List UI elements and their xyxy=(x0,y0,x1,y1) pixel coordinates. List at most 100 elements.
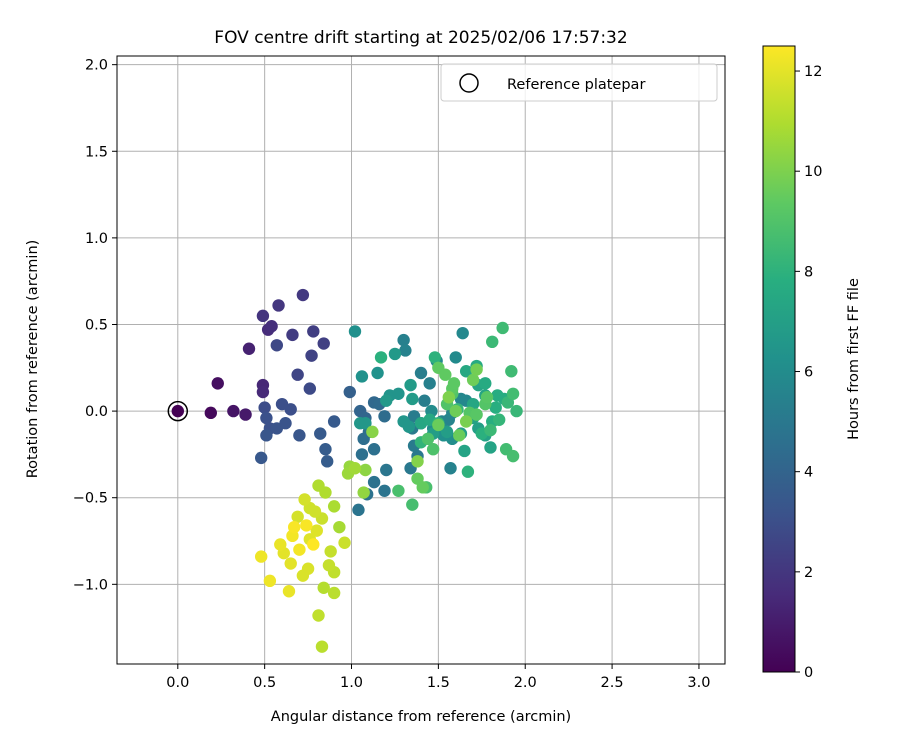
y-axis-label: Rotation from reference (arcmin) xyxy=(25,240,41,479)
scatter-point xyxy=(260,429,273,442)
y-tick-label: −0.5 xyxy=(73,491,108,507)
scatter-point xyxy=(489,401,502,414)
scatter-point xyxy=(227,404,240,418)
scatter-point xyxy=(254,451,268,465)
scatter-point xyxy=(374,351,388,364)
colorbar-tick-label: 6 xyxy=(804,365,813,381)
colorbar-tick-label: 4 xyxy=(804,465,813,481)
scatter-point xyxy=(380,463,393,477)
scatter-point xyxy=(303,382,317,395)
colorbar-ticks: 0 2 4 6 8 10 12 xyxy=(795,64,822,681)
x-tick-label: 2.5 xyxy=(601,675,624,691)
scatter-point xyxy=(317,581,330,594)
scatter-point xyxy=(484,441,497,454)
scatter-point xyxy=(418,394,431,407)
scatter-point xyxy=(359,463,372,477)
scatter-point xyxy=(307,538,320,551)
scatter-point xyxy=(327,500,341,513)
scatter-point xyxy=(254,550,268,563)
scatter-point xyxy=(388,347,402,361)
colorbar-tick-label: 12 xyxy=(804,64,822,80)
scatter-point xyxy=(461,465,475,478)
scatter-point xyxy=(359,417,372,430)
grid-lines xyxy=(117,56,725,664)
scatter-point xyxy=(414,366,428,380)
scatter-point xyxy=(258,401,271,414)
scatter-point xyxy=(204,406,218,420)
scatter-point xyxy=(392,387,405,400)
legend-label-reference: Reference platepar xyxy=(507,77,645,93)
scatter-point xyxy=(447,377,461,390)
scatter-point xyxy=(312,479,325,492)
scatter-point xyxy=(459,415,473,428)
legend: Reference platepar xyxy=(440,63,718,102)
scatter-point xyxy=(432,418,445,432)
scatter-point xyxy=(470,408,483,421)
scatter-point xyxy=(343,385,356,399)
scatter-point xyxy=(291,510,304,523)
colorbar-tick-label: 2 xyxy=(804,565,813,581)
scatter-point xyxy=(211,377,224,390)
scatter-point xyxy=(293,543,306,556)
scatter-point xyxy=(416,481,429,494)
scatter-point xyxy=(397,333,410,347)
y-tick-label: 2.0 xyxy=(85,58,108,74)
scatter-point xyxy=(256,309,270,323)
scatter-point xyxy=(505,365,518,378)
scatter-point xyxy=(296,288,310,302)
y-tick-label: 0.0 xyxy=(85,404,108,420)
reference-platepar-marker xyxy=(167,400,189,422)
scatter-point xyxy=(440,425,454,439)
colorbar-tick-label: 10 xyxy=(804,164,822,180)
y-tick-label: 1.0 xyxy=(85,231,108,247)
scatter-point xyxy=(293,429,306,442)
scatter-point xyxy=(357,432,370,446)
scatter-point xyxy=(484,423,497,437)
scatter-point xyxy=(423,377,436,390)
scatter-point xyxy=(357,486,370,499)
scatter-point xyxy=(282,585,296,598)
scatter-point xyxy=(466,373,480,387)
scatter-point xyxy=(310,524,323,537)
scatter-point xyxy=(506,449,520,463)
scatter-point xyxy=(406,498,419,511)
scatter-point xyxy=(392,484,405,497)
scatter-point xyxy=(355,448,369,461)
colorbar-label: Hours from first FF file xyxy=(846,278,862,440)
scatter-point xyxy=(315,640,329,653)
scatter-point xyxy=(300,519,313,532)
scatter-point xyxy=(479,377,492,390)
scatter-point xyxy=(371,366,384,380)
scatter-point xyxy=(470,363,483,376)
scatter-points xyxy=(171,288,523,653)
scatter-point xyxy=(458,444,471,458)
scatter-point xyxy=(327,586,341,600)
scatter-point xyxy=(333,520,346,534)
scatter-point xyxy=(305,349,318,362)
scatter-point xyxy=(380,394,393,407)
chart-title: FOV centre drift starting at 2025/02/06 … xyxy=(214,28,627,48)
scatter-point xyxy=(404,378,417,392)
scatter-point xyxy=(486,335,499,349)
scatter-point xyxy=(456,326,469,340)
scatter-point xyxy=(453,429,466,442)
scatter-point xyxy=(338,536,351,549)
scatter-point xyxy=(426,443,440,456)
reference-marker xyxy=(167,400,189,422)
scatter-point xyxy=(287,520,301,534)
scatter-point xyxy=(291,368,304,381)
x-tick-label: 1.0 xyxy=(340,675,363,691)
scatter-point xyxy=(317,337,330,350)
scatter-point xyxy=(274,538,287,551)
scatter-point xyxy=(279,417,292,430)
x-tick-label: 2.0 xyxy=(514,675,537,691)
scatter-point xyxy=(492,413,506,426)
scatter-point xyxy=(239,408,252,421)
scatter-point xyxy=(301,562,315,575)
x-tick-label: 0.5 xyxy=(253,675,276,691)
scatter-point xyxy=(442,391,455,404)
scatter-point xyxy=(367,475,381,489)
colorbar xyxy=(762,45,796,673)
scatter-point xyxy=(284,557,297,570)
scatter-point xyxy=(480,391,494,404)
